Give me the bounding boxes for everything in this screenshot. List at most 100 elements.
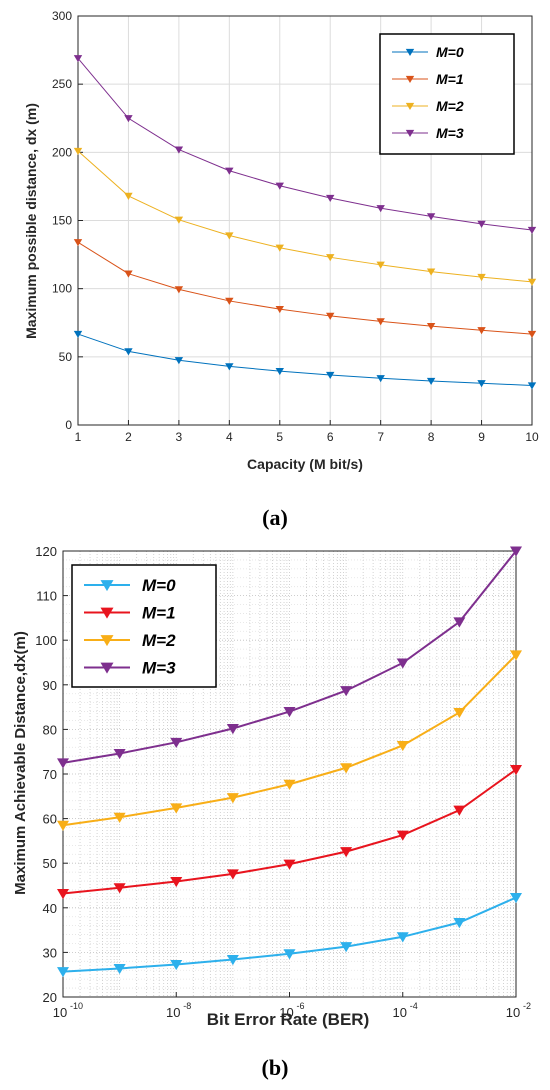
data-point — [226, 724, 239, 735]
data-point — [225, 167, 234, 175]
x-tick-label: 6 — [327, 430, 334, 444]
legend-label: M=3 — [436, 125, 464, 141]
chart-a: 1 2 3 4 5 6 7 8 9 10050100150200250300M=0M=1M=2M=… — [52, 9, 539, 444]
y-tick-label: 100 — [35, 633, 57, 648]
data-point — [225, 297, 234, 305]
legend-label: M=2 — [436, 98, 464, 114]
chart-a-caption: (a) — [262, 505, 288, 530]
y-tick-label: 50 — [43, 856, 57, 871]
x-tick-label: 10 — [279, 1005, 293, 1020]
x-tick-label: 4 — [226, 430, 233, 444]
data-point — [426, 323, 436, 331]
y-tick-label: 100 — [52, 282, 72, 296]
legend-marker — [100, 635, 114, 647]
chart-a-ylabel: Maximum possible distance, dx (m) — [23, 103, 39, 339]
data-point — [170, 876, 183, 888]
data-point — [426, 213, 436, 221]
legend-marker — [100, 607, 114, 619]
series-line-0 — [77, 333, 533, 386]
data-point — [174, 357, 184, 365]
legend-label: M=2 — [142, 631, 176, 650]
y-tick-label: 250 — [52, 77, 72, 91]
x-tick-label: 10 — [166, 1005, 180, 1020]
data-point — [426, 377, 436, 385]
legend-label: M=0 — [142, 576, 176, 595]
y-tick-label: 110 — [36, 589, 57, 604]
data-point — [396, 740, 409, 752]
data-point — [326, 371, 335, 379]
data-point — [57, 967, 69, 978]
data-point — [275, 305, 284, 314]
x-tick-label: 8 — [428, 430, 435, 444]
y-tick-label: 20 — [43, 990, 57, 1005]
x-tick-label: 3 — [176, 430, 183, 444]
x-tick-label: 5 — [276, 430, 283, 444]
data-point — [376, 375, 385, 383]
data-point — [113, 748, 126, 760]
data-point — [376, 318, 385, 326]
data-point — [113, 963, 126, 975]
data-point — [340, 942, 353, 953]
legend-label: M=3 — [142, 659, 176, 678]
data-point — [124, 115, 133, 123]
data-point — [57, 758, 69, 769]
legend-box — [379, 33, 515, 155]
y-tick-label: 50 — [59, 350, 73, 364]
data-point — [174, 216, 184, 224]
data-point — [57, 820, 69, 831]
series-line-3 — [77, 57, 533, 231]
data-point — [170, 737, 183, 749]
chart-b: 10 -10 10 -8 10 -6 10 -4 10 -22030405060708090100… — [35, 544, 531, 1020]
y-tick-label: 70 — [43, 767, 57, 782]
y-tick-label: 200 — [52, 145, 72, 159]
chart-b-caption: (b) — [262, 1055, 289, 1080]
data-point — [124, 348, 133, 356]
data-point — [124, 192, 133, 200]
data-point — [376, 205, 385, 213]
data-point — [477, 327, 486, 335]
data-point — [453, 918, 466, 929]
data-point — [510, 650, 522, 661]
data-point — [113, 812, 126, 823]
series-line-1 — [77, 241, 533, 335]
data-point — [527, 330, 537, 339]
y-tick-label: 300 — [52, 9, 72, 23]
data-point — [396, 830, 409, 841]
data-point — [225, 232, 234, 240]
x-tick-exponent: -8 — [183, 1001, 191, 1011]
data-point — [326, 194, 335, 202]
data-point — [226, 955, 239, 966]
x-tick-label: 2 — [125, 430, 132, 444]
data-point — [396, 932, 409, 943]
data-point — [396, 658, 409, 669]
y-tick-label: 80 — [43, 722, 57, 737]
legend-marker — [100, 580, 114, 592]
data-point — [340, 686, 353, 697]
y-tick-label: 40 — [43, 901, 57, 916]
data-point — [113, 883, 126, 894]
data-point — [170, 959, 183, 971]
data-point — [73, 147, 83, 155]
y-tick-label: 30 — [43, 945, 57, 960]
x-tick-label: 1 — [75, 430, 82, 444]
legend-label: M=1 — [436, 71, 464, 87]
data-point — [453, 617, 466, 628]
legend-marker — [405, 75, 415, 83]
x-tick-exponent: -6 — [297, 1001, 305, 1011]
data-point — [73, 330, 83, 339]
data-point — [527, 278, 537, 286]
y-tick-label: 0 — [65, 418, 72, 432]
data-point — [477, 220, 486, 228]
y-tick-label: 90 — [43, 678, 57, 693]
data-point — [283, 779, 296, 790]
data-point — [174, 146, 184, 154]
data-point — [226, 793, 239, 804]
data-point — [226, 869, 239, 880]
data-point — [453, 707, 466, 719]
data-point — [426, 268, 436, 276]
data-point — [477, 380, 486, 388]
data-point — [510, 765, 522, 776]
data-point — [57, 889, 69, 900]
y-tick-label: 60 — [43, 812, 57, 827]
